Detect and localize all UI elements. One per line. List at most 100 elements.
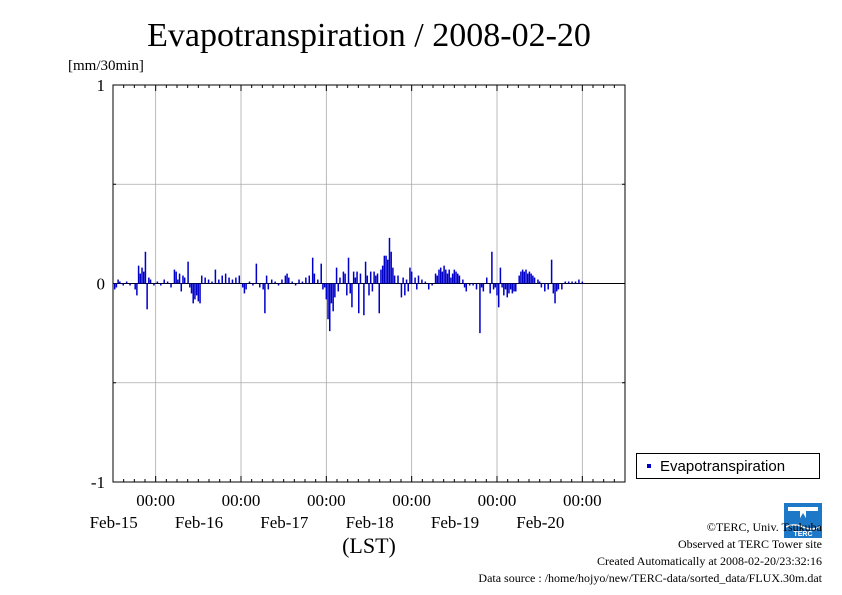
data-bar [381,265,384,284]
data-bar [518,275,520,284]
data-bar [397,275,399,284]
data-bar [436,275,439,284]
data-bar [183,277,186,284]
data-bar [211,281,213,284]
data-bar [200,275,203,284]
legend: Evapotranspiration [636,453,820,479]
data-bar [180,283,183,292]
data-bar [122,283,124,286]
data-bar [503,283,505,296]
x-tick-date-label: Feb-18 [346,513,394,532]
data-bar [402,277,404,284]
data-bar [144,251,147,284]
data-bar [339,277,341,284]
logo-text: TERC [793,531,812,538]
data-bar [228,277,230,284]
data-bar [544,283,546,292]
data-bar [204,277,206,284]
data-bar [364,261,367,284]
data-bar [479,283,481,334]
data-bar [414,277,416,284]
data-bar [368,283,370,296]
data-bar [521,269,524,284]
y-tick-label: -1 [91,473,105,492]
data-bar [214,269,217,284]
data-bar [472,283,474,286]
data-bar [468,283,471,286]
data-bar [190,283,193,294]
data-bar [238,275,241,284]
data-bar [170,283,172,288]
data-bar [156,281,159,284]
data-bar [231,279,234,284]
data-bar [410,271,413,284]
data-bar [267,283,270,290]
x-tick-time-label: 00:00 [307,491,346,510]
data-bar [277,283,280,286]
data-bar [409,267,411,284]
data-bar [458,275,461,284]
data-bar [417,275,420,284]
data-bar [578,279,580,284]
data-bar [115,283,118,288]
data-bar [455,271,457,284]
data-bar [378,283,380,314]
data-bar [194,283,196,300]
data-bar [525,269,527,284]
data-bar [294,283,297,286]
data-bar [286,273,288,284]
data-bar [528,271,531,284]
data-bar [494,283,497,288]
data-bar [265,275,268,284]
data-bar [195,283,198,296]
data-bar [407,283,410,292]
data-bar [520,271,522,284]
data-bar [182,275,184,284]
x-tick-date-label: Feb-16 [175,513,223,532]
x-axis-label: (LST) [342,533,396,558]
data-bar [187,261,189,284]
x-tick-time-label: 00:00 [222,491,261,510]
data-bar [448,269,450,284]
data-bar [405,279,408,284]
data-bar [380,269,382,284]
data-bar [392,267,394,284]
data-bar [511,283,514,294]
data-bar [311,257,314,284]
x-tick-time-label: 00:00 [136,491,175,510]
data-bar [538,281,541,284]
data-bar [491,251,493,284]
data-bar [388,237,391,284]
data-bar [376,273,379,284]
data-bar [552,283,555,294]
data-bar [375,275,377,284]
data-bar [540,283,543,288]
x-tick-date-label: Feb-15 [90,513,138,532]
data-bar [323,283,326,288]
data-bar [342,271,345,284]
data-bar [137,265,140,284]
x-tick-date-label: Feb-19 [431,513,479,532]
footer-copyright: ©TERC, Univ. Tsukuba [706,520,822,534]
data-bar [245,283,247,290]
data-bar [550,259,553,284]
data-bar [330,283,333,304]
bar-series-evapotranspiration [113,237,584,334]
footer-created: Created Automatically at 2008-02-20/23:3… [597,554,822,568]
data-bar [235,277,237,284]
data-bar [373,271,375,284]
data-bar [513,283,515,292]
data-bar [146,283,148,310]
data-bar [456,273,459,284]
data-bar [404,283,406,296]
data-bar [530,273,532,284]
data-bar [574,281,577,284]
data-bar [153,283,155,286]
data-bar [497,283,500,308]
data-bar [369,271,372,284]
data-bar [141,267,143,284]
data-bar [431,283,433,286]
data-bar [335,267,338,284]
data-bar [465,283,468,292]
data-bar [139,273,142,284]
